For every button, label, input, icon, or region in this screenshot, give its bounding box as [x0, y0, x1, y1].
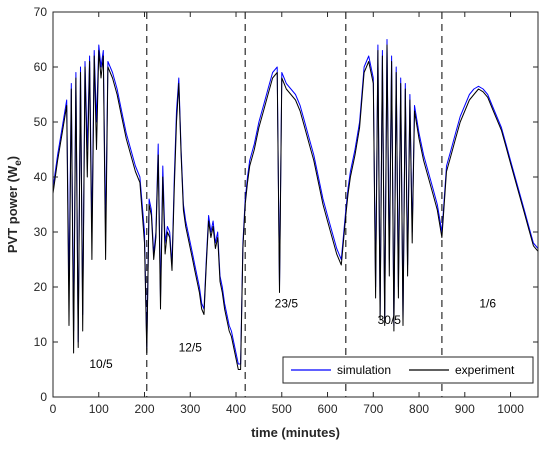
y-tick-label-4: 40	[34, 170, 48, 184]
x-tick-label-6: 600	[318, 402, 338, 416]
plot-frame	[52, 11, 539, 398]
legend-simulation-label: simulation	[337, 363, 391, 377]
y-axis-title: PVT power (We)	[5, 156, 24, 253]
plot-area	[53, 12, 538, 397]
legend: simulation experiment	[282, 356, 534, 384]
series-line-simulation	[52, 39, 539, 365]
x-tick-label-3: 300	[180, 402, 200, 416]
x-tick-label-4: 400	[226, 402, 246, 416]
day-labels: 10/5 12/5 23/5 30/5 1/6	[89, 297, 496, 372]
x-axis-title: time (minutes)	[251, 425, 340, 440]
x-axis-ticks: 0 100 200 300 400 500 600 700 800 900 1000	[50, 12, 524, 416]
y-tick-label-1: 10	[34, 335, 48, 349]
y-axis-title-close: )	[5, 156, 20, 160]
y-axis-title-main: PVT power (W	[5, 165, 20, 253]
y-tick-label-3: 30	[34, 225, 48, 239]
day-label-3: 30/5	[378, 313, 402, 327]
x-tick-label-1: 100	[89, 402, 109, 416]
y-axis-title-subscript: e	[13, 160, 24, 166]
x-tick-label-0: 0	[50, 402, 57, 416]
x-tick-label-5: 500	[272, 402, 292, 416]
y-tick-label-5: 50	[34, 115, 48, 129]
series-line-experiment	[52, 44, 539, 370]
series-layer	[52, 39, 539, 370]
x-tick-label-8: 800	[409, 402, 429, 416]
x-tick-label-9: 900	[455, 402, 475, 416]
legend-experiment-label: experiment	[455, 363, 515, 377]
x-tick-label-10: 1000	[497, 402, 524, 416]
y-tick-label-0: 0	[40, 390, 47, 404]
day-label-4: 1/6	[479, 297, 496, 311]
y-axis-ticks: 0 10 20 30 40 50 60 70	[34, 5, 538, 404]
x-tick-label-2: 200	[134, 402, 154, 416]
day-label-1: 12/5	[179, 341, 203, 355]
x-tick-label-7: 700	[363, 402, 383, 416]
y-tick-label-2: 20	[34, 280, 48, 294]
day-label-0: 10/5	[89, 357, 113, 371]
y-tick-label-6: 60	[34, 60, 48, 74]
y-tick-label-7: 70	[34, 5, 48, 19]
day-label-2: 23/5	[275, 297, 299, 311]
